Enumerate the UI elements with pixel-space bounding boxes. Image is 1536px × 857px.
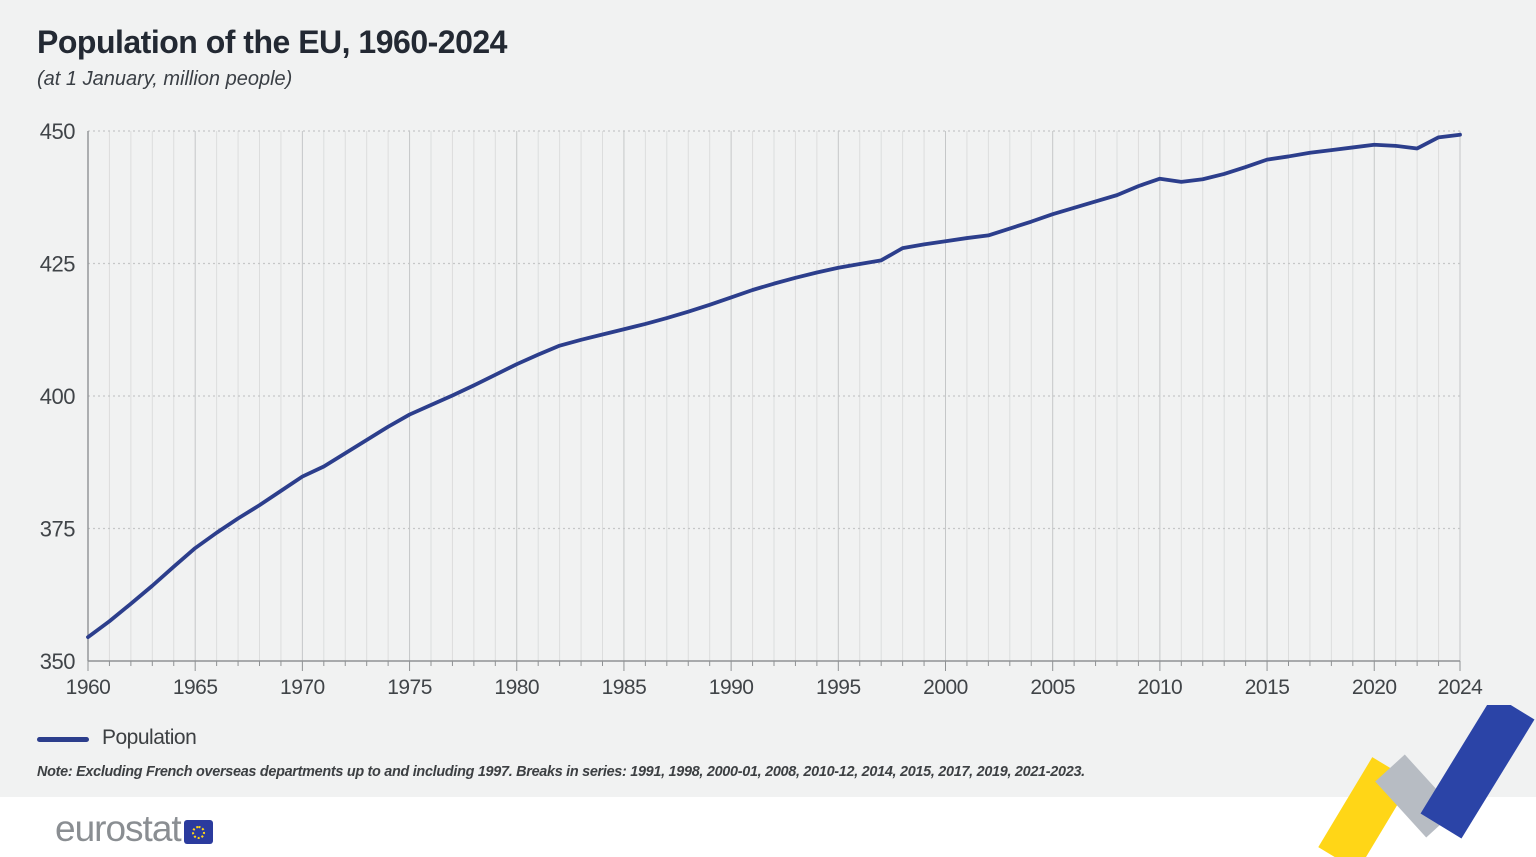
y-tick-label-350: 350 bbox=[40, 649, 75, 674]
eurostat-zigzag-motif bbox=[1318, 705, 1535, 857]
chart-subtitle: (at 1 January, million people) bbox=[37, 68, 293, 90]
y-tick-label-450: 450 bbox=[40, 119, 75, 144]
zigzag-blue-band bbox=[1420, 705, 1535, 839]
eurostat-logo-text: eurostat bbox=[55, 808, 182, 849]
y-tick-label-375: 375 bbox=[40, 517, 75, 542]
x-tick-label-1960: 1960 bbox=[66, 676, 111, 699]
x-tick-label-1970: 1970 bbox=[280, 676, 325, 699]
x-tick-label-1995: 1995 bbox=[816, 676, 861, 699]
x-tick-label-2010: 2010 bbox=[1138, 676, 1183, 699]
chart-legend: Population bbox=[37, 726, 197, 750]
x-tick-label-1985: 1985 bbox=[602, 676, 647, 699]
y-tick-label-400: 400 bbox=[40, 384, 75, 409]
chart-title: Population of the EU, 1960-2024 bbox=[37, 24, 507, 60]
x-tick-label-1975: 1975 bbox=[387, 676, 432, 699]
eurostat-logo: eurostat bbox=[55, 808, 213, 850]
x-tick-label-1990: 1990 bbox=[709, 676, 754, 699]
x-tick-label-2000: 2000 bbox=[923, 676, 968, 699]
population-series-line bbox=[86, 132, 1462, 640]
x-tick-label-1965: 1965 bbox=[173, 676, 218, 699]
chart-footnote: Note: Excluding French overseas departme… bbox=[37, 763, 1085, 780]
x-tick-label-2020: 2020 bbox=[1352, 676, 1397, 699]
eu-flag-icon bbox=[183, 820, 213, 844]
legend-label: Population bbox=[102, 726, 197, 749]
x-tick-label-1980: 1980 bbox=[494, 676, 539, 699]
eu-flag-stars bbox=[191, 825, 205, 839]
footer-strip bbox=[0, 797, 1536, 857]
y-tick-label-425: 425 bbox=[40, 252, 75, 277]
x-tick-label-2005: 2005 bbox=[1030, 676, 1075, 699]
legend-line-swatch bbox=[37, 736, 89, 742]
x-tick-label-2015: 2015 bbox=[1245, 676, 1290, 699]
x-tick-label-2024: 2024 bbox=[1438, 676, 1484, 699]
